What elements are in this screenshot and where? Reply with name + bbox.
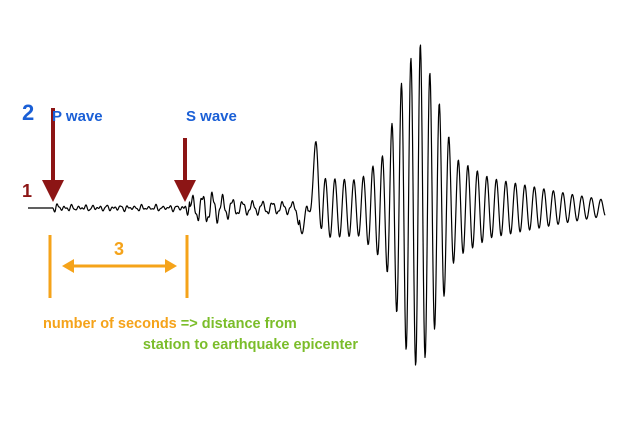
interval-arrow-left: [62, 259, 74, 273]
caption-line: number of seconds => distance from: [43, 316, 297, 332]
arrow-label: S wave: [186, 108, 237, 125]
arrow-label: P wave: [52, 108, 103, 125]
step-label: 3: [114, 239, 124, 259]
p-arrow-head: [42, 180, 64, 202]
interval-marker: [48, 235, 189, 298]
caption-part: number of seconds: [43, 316, 177, 332]
seismogram: [27, 44, 606, 366]
interval-arrow-right: [165, 259, 177, 273]
caption-line: station to earthquake epicenter: [143, 337, 358, 353]
s-arrow-head: [174, 180, 196, 202]
step-label: 1: [22, 181, 32, 201]
step-label: 2: [22, 100, 34, 125]
caption-part: => distance from: [181, 316, 297, 332]
wave-arrows: [42, 108, 196, 202]
